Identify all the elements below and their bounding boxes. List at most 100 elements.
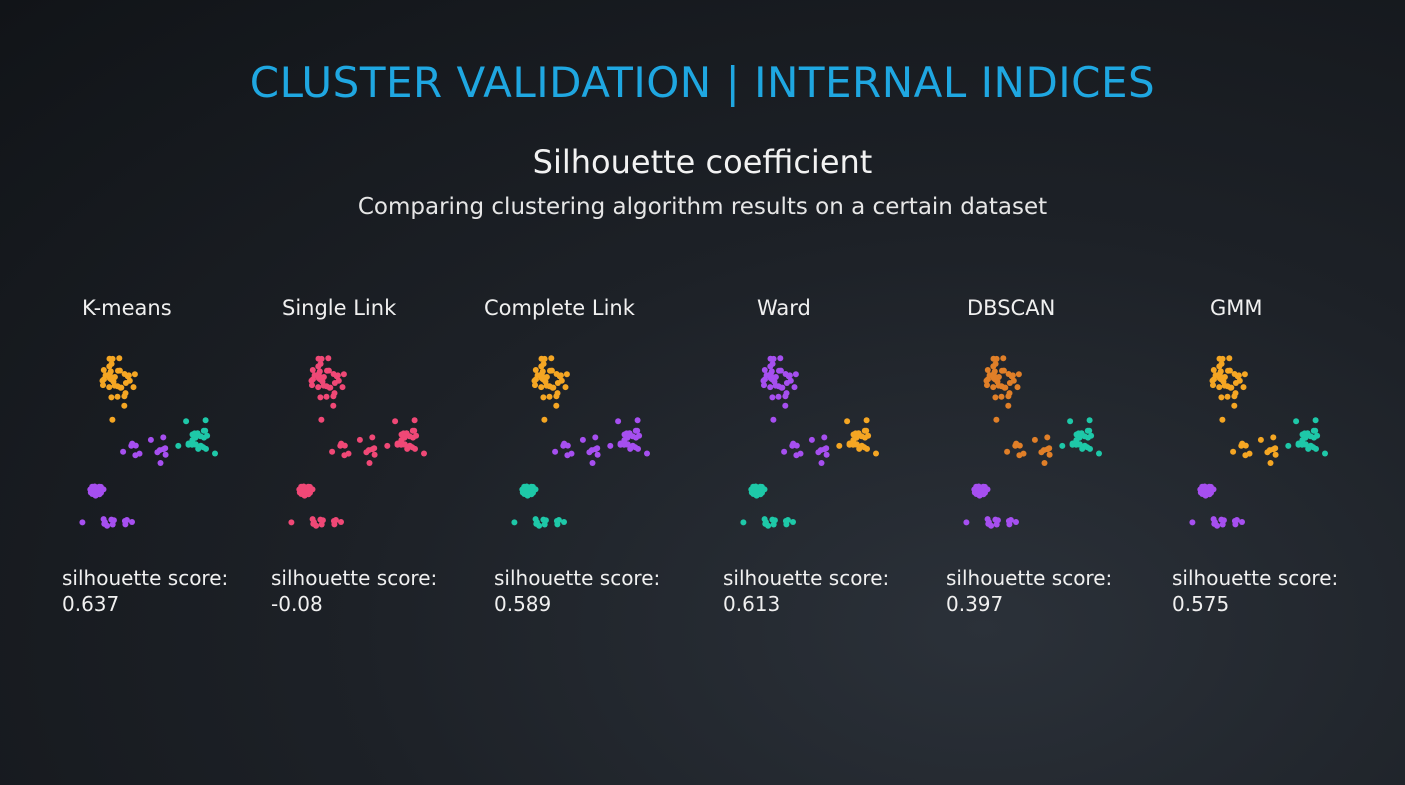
panel-title: K-means xyxy=(82,296,172,320)
scatter-point xyxy=(760,377,767,384)
scatter-point xyxy=(1241,371,1248,378)
scatter-point xyxy=(1302,441,1309,448)
scatter-point xyxy=(120,448,127,455)
scatter-point xyxy=(330,402,337,409)
scatter-point xyxy=(106,375,113,382)
scatter-point xyxy=(122,390,129,397)
scatter-point xyxy=(317,516,324,523)
scatter-point xyxy=(621,431,628,438)
panel-kmeans: K-means silhouette score: 0.637 xyxy=(62,292,282,622)
scatter-point xyxy=(547,367,553,374)
scatter-point xyxy=(634,417,641,424)
scatter-point xyxy=(1059,442,1066,449)
scatter-point xyxy=(306,488,313,495)
scatter-point xyxy=(761,516,768,523)
scatter-point xyxy=(106,355,113,362)
scatter-point xyxy=(1225,367,1231,374)
score-value: -0.08 xyxy=(271,592,323,616)
scatter-point xyxy=(1073,431,1080,438)
scatter-point xyxy=(818,460,825,466)
scatter-point xyxy=(183,418,190,425)
scatter-point xyxy=(984,367,991,373)
scatter-point xyxy=(998,383,1005,390)
scatter-point xyxy=(1310,444,1317,451)
scatter-point xyxy=(1020,450,1027,457)
scatter-point xyxy=(776,367,782,374)
score-label: silhouette score: xyxy=(62,566,229,590)
score-label: silhouette score: xyxy=(271,566,438,590)
scatter-point xyxy=(821,434,828,441)
scatter-point xyxy=(992,394,999,401)
panel-complete-link: Complete Link silhouette score: 0.589 xyxy=(484,292,714,622)
scatter-point xyxy=(121,402,128,409)
scatter-point xyxy=(1246,450,1253,457)
scatter-point xyxy=(108,394,115,401)
scatter-point xyxy=(1046,451,1053,458)
scatter-point xyxy=(1293,418,1300,425)
scatter-point xyxy=(157,460,164,466)
panel-title: Complete Link xyxy=(484,296,635,320)
scatter-point xyxy=(552,448,559,455)
scatter-point xyxy=(1216,384,1223,391)
scatter-point xyxy=(1239,519,1245,525)
scatter-point xyxy=(108,516,115,523)
score-value: 0.589 xyxy=(494,592,552,616)
scatter-point xyxy=(369,446,376,453)
scatter-point xyxy=(1013,519,1019,525)
scatter-point xyxy=(568,450,575,457)
scatter-point xyxy=(750,483,757,490)
scatter-point xyxy=(116,355,123,362)
score-value: 0.613 xyxy=(723,592,781,616)
scatter-point xyxy=(560,442,567,449)
scatter-point xyxy=(792,371,799,378)
scatter-point xyxy=(558,377,565,384)
scatter-point xyxy=(323,383,330,390)
scatter-point xyxy=(338,519,344,525)
scatter-point xyxy=(644,450,650,457)
scatter-point xyxy=(317,394,324,401)
scatter-point xyxy=(1240,384,1247,391)
scatter-point xyxy=(410,434,416,441)
scatter-point xyxy=(1041,460,1048,466)
scatter-point xyxy=(853,441,860,448)
scatter-point xyxy=(873,450,879,457)
scatter-point xyxy=(100,367,107,373)
scatter-point xyxy=(201,434,207,441)
panel-single-link: Single Link silhouette score: -0.08 xyxy=(271,292,491,622)
scatter-point xyxy=(384,442,391,449)
scatter-point xyxy=(1078,430,1085,437)
score-value: 0.397 xyxy=(946,592,1004,616)
scatter-point xyxy=(1014,384,1021,391)
scatter-plot xyxy=(511,355,650,529)
scatter-point xyxy=(521,483,528,490)
scatter-point xyxy=(126,377,133,384)
scatter-point xyxy=(963,519,970,526)
scatter-point xyxy=(369,434,376,441)
scatter-point xyxy=(797,450,804,457)
panel-dbscan: DBSCAN silhouette score: 0.397 xyxy=(946,292,1166,622)
scatter-point xyxy=(758,488,765,495)
scatter-point xyxy=(202,427,209,434)
scatter-point xyxy=(808,436,815,443)
scatter-point xyxy=(589,460,596,466)
scatter-point xyxy=(769,360,776,367)
scatter-point xyxy=(546,393,553,400)
scatter-point xyxy=(392,418,399,425)
scatter-plot xyxy=(1189,355,1328,529)
scatter-point xyxy=(331,521,338,528)
scatter-point xyxy=(200,444,207,451)
scatter-point xyxy=(128,442,135,449)
scatter-point xyxy=(554,521,561,528)
scatter-point xyxy=(532,516,539,523)
scatter-point xyxy=(984,516,991,523)
scatter-point xyxy=(162,451,169,458)
scatter-point xyxy=(992,516,999,523)
scatter-point xyxy=(634,427,641,434)
scatter-point xyxy=(323,393,330,400)
scatter-point xyxy=(325,355,332,362)
score-value: 0.637 xyxy=(62,592,120,616)
scatter-point xyxy=(1257,436,1264,443)
scatter-point xyxy=(540,360,547,367)
scatter-point xyxy=(783,390,790,397)
scatter-point xyxy=(1232,390,1239,397)
